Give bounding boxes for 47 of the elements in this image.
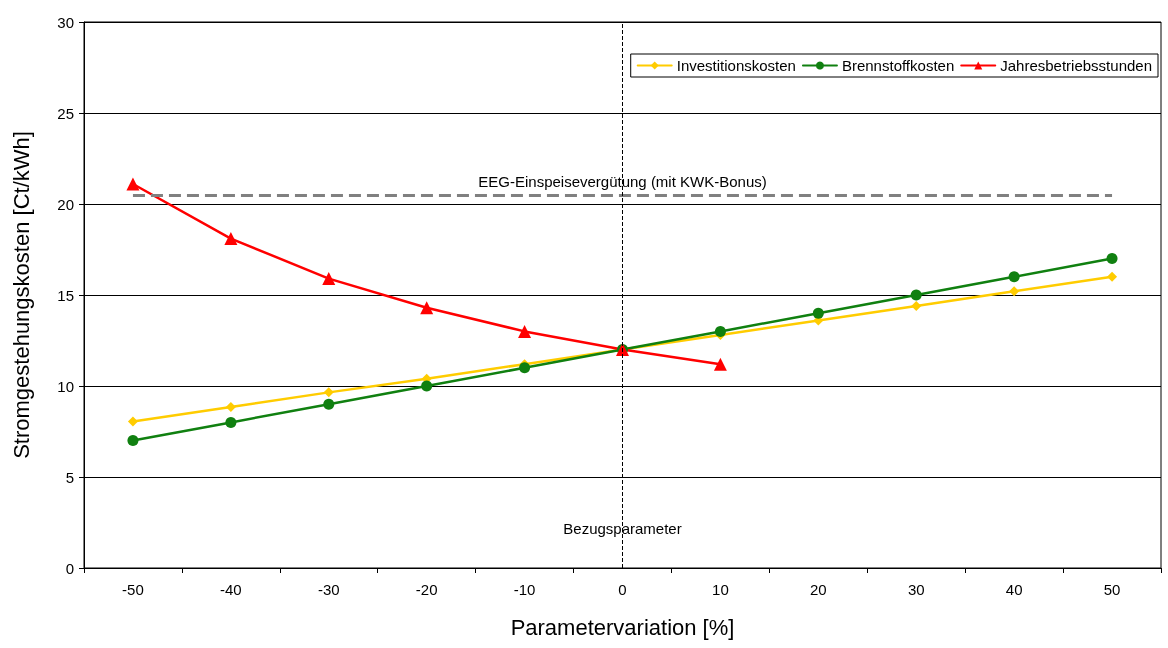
ref-line-label: Bezugsparameter [563, 519, 682, 537]
point [225, 416, 237, 428]
x-tick-label: -20 [415, 581, 438, 598]
legend-label: Brennstoffkosten [841, 57, 955, 74]
point [323, 398, 335, 410]
point [126, 177, 140, 191]
ref-line-label: EEG-Einspeisevergütung (mit KWK-Bonus) [478, 172, 767, 190]
x-tick-label: 40 [1005, 581, 1023, 598]
y-tick-label: 0 [65, 559, 74, 577]
x-tick-label: 20 [809, 581, 827, 598]
point [812, 307, 824, 319]
point [1107, 271, 1118, 282]
y-tick-label: 25 [57, 104, 74, 122]
legend-label: Jahresbetriebsstunden [1000, 57, 1152, 74]
point [519, 362, 531, 374]
x-tick-label: -40 [220, 581, 242, 598]
point [421, 380, 433, 392]
point [224, 232, 238, 246]
point [911, 300, 922, 311]
point [225, 401, 236, 412]
x-axis-title: Parametervariation [%] [510, 614, 735, 640]
legend-label: Investitionskosten [676, 57, 796, 74]
point [323, 387, 334, 398]
point [127, 416, 138, 427]
point [518, 324, 532, 338]
point [713, 357, 727, 371]
y-tick-label: 5 [65, 468, 74, 486]
x-tick-label: -10 [513, 581, 536, 598]
x-tick-label: 50 [1103, 581, 1121, 598]
x-tick-label: 10 [712, 581, 729, 598]
point [1106, 253, 1118, 265]
x-tick-label: 30 [907, 581, 925, 598]
point [127, 435, 139, 447]
y-tick-label: 15 [57, 286, 74, 304]
x-tick-label: 0 [618, 581, 627, 598]
y-axis-title: Stromgestehungskosten [Ct/kWh] [8, 131, 34, 459]
y-tick-label: 30 [57, 13, 74, 31]
point [322, 272, 336, 286]
x-tick-label: -50 [122, 581, 144, 598]
point [1009, 286, 1020, 297]
y-tick-label: 10 [57, 377, 74, 395]
point [420, 301, 434, 315]
point [714, 325, 726, 337]
point [910, 289, 922, 301]
x-tick-label: -30 [317, 581, 340, 598]
point [1008, 271, 1020, 283]
y-tick-label: 20 [57, 195, 74, 213]
